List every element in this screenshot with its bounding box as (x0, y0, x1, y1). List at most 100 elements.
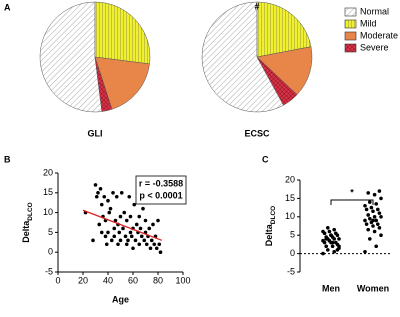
point (94, 194, 99, 199)
pie-slice (201, 1, 284, 113)
point (157, 242, 162, 247)
point (334, 240, 338, 245)
y-tick-label: 5 (290, 230, 295, 240)
point (137, 242, 142, 247)
legend-label: Mild (360, 18, 377, 28)
point (96, 191, 100, 195)
point (363, 203, 367, 208)
pie-slice (39, 1, 103, 113)
point (332, 227, 337, 232)
pie-title: ECSC (244, 128, 270, 138)
point (329, 233, 333, 237)
point (321, 238, 325, 243)
point (112, 226, 117, 231)
point (121, 226, 125, 231)
point (368, 237, 372, 241)
point (156, 218, 160, 223)
significance-bracket (330, 199, 374, 205)
point (106, 230, 110, 235)
point (131, 246, 135, 251)
point (119, 191, 124, 195)
point (335, 248, 340, 252)
y-tick-label: 10 (285, 211, 295, 221)
x-tick-label: Women (357, 283, 389, 293)
point (103, 234, 108, 239)
point (334, 231, 338, 236)
point (118, 214, 123, 219)
point (377, 211, 382, 215)
y-tick-label: 15 (43, 187, 53, 197)
y-tick-label: 20 (43, 167, 53, 177)
point (379, 196, 383, 201)
y-tick-label: 0 (48, 247, 53, 257)
point (337, 244, 341, 249)
point (374, 202, 379, 206)
x-tick-label: 80 (153, 275, 163, 285)
point (99, 230, 104, 235)
point (141, 206, 145, 211)
y-tick-label: 5 (48, 227, 53, 237)
point (118, 238, 123, 243)
point (321, 251, 325, 256)
x-tick-label: 20 (78, 275, 88, 285)
y-label-sub: DLCO (270, 206, 277, 224)
point (371, 218, 375, 223)
point (148, 246, 153, 251)
legend-label: Severe (360, 42, 389, 52)
pie-slice (94, 1, 151, 65)
point (363, 218, 367, 223)
point (372, 229, 377, 234)
point (326, 248, 330, 252)
point (337, 237, 341, 241)
point (112, 234, 117, 239)
point (371, 209, 375, 214)
pie-slice (94, 56, 150, 110)
point (324, 237, 329, 241)
panel-label: B (4, 154, 11, 164)
point (154, 246, 159, 251)
point (364, 222, 369, 226)
point (114, 194, 119, 199)
point (133, 238, 138, 243)
point (371, 224, 375, 228)
point (364, 207, 369, 212)
point (376, 222, 380, 226)
point (144, 242, 149, 247)
y-label-main: Delta (21, 220, 31, 243)
point (104, 242, 109, 247)
pie-annotation: # (254, 1, 259, 11)
point (122, 210, 127, 215)
point (374, 244, 379, 249)
x-tick-label: 100 (175, 275, 190, 285)
point (326, 226, 330, 230)
legend-label: Normal (360, 6, 389, 16)
point (99, 202, 104, 207)
point (132, 202, 137, 207)
point (363, 249, 367, 254)
y-tick-label: 0 (290, 248, 295, 258)
point (152, 242, 157, 247)
legend-swatch (344, 31, 357, 41)
point (147, 226, 152, 231)
point (109, 238, 114, 243)
point (124, 242, 129, 247)
point (149, 238, 154, 243)
point (142, 238, 147, 243)
legend-swatch (344, 19, 357, 29)
point (137, 214, 142, 219)
legend-swatch (344, 43, 357, 53)
point (376, 207, 380, 212)
point (127, 194, 132, 199)
point (377, 226, 382, 230)
point (324, 244, 329, 249)
point (369, 205, 374, 210)
panel-label: A (4, 2, 11, 12)
point (124, 218, 129, 223)
x-tick-label: 60 (128, 275, 138, 285)
x-tick-label: 40 (103, 275, 113, 285)
point (330, 244, 335, 249)
point (116, 242, 120, 247)
y-axis-label: DeltaDLCO (264, 206, 276, 246)
significance: * (350, 187, 354, 197)
